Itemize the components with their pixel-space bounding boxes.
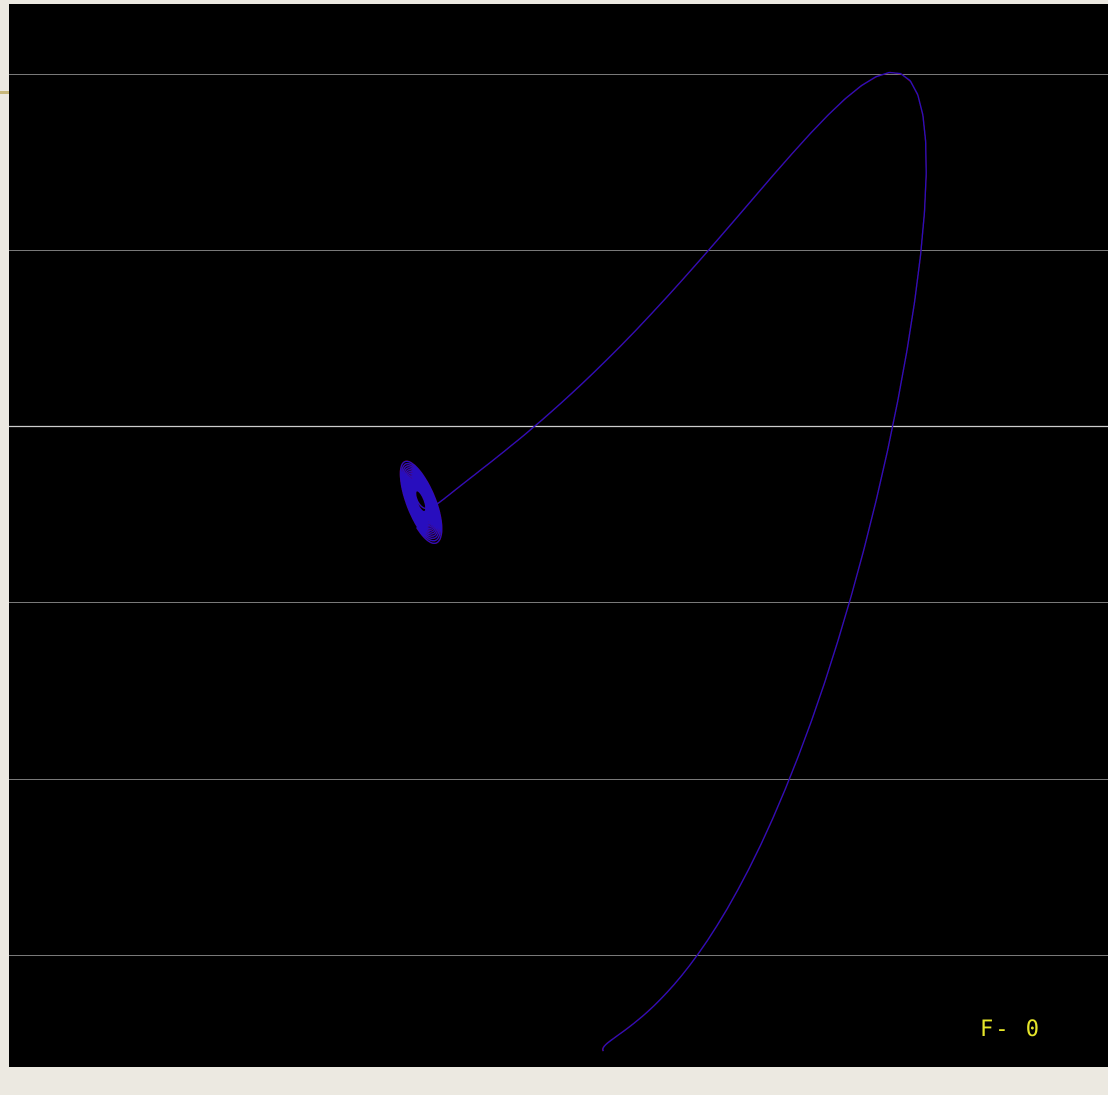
- frame-counter: F- 0: [980, 1017, 1041, 1042]
- red-trajectory-path: [399, 71, 927, 1052]
- attractor-plot: [9, 71, 1108, 1052]
- simulation-canvas: F- 0: [9, 4, 1108, 1067]
- horizontal-gridlines: [9, 74, 1108, 956]
- blue-trajectory-path: [399, 71, 927, 1052]
- trajectory-paths: [399, 71, 927, 1052]
